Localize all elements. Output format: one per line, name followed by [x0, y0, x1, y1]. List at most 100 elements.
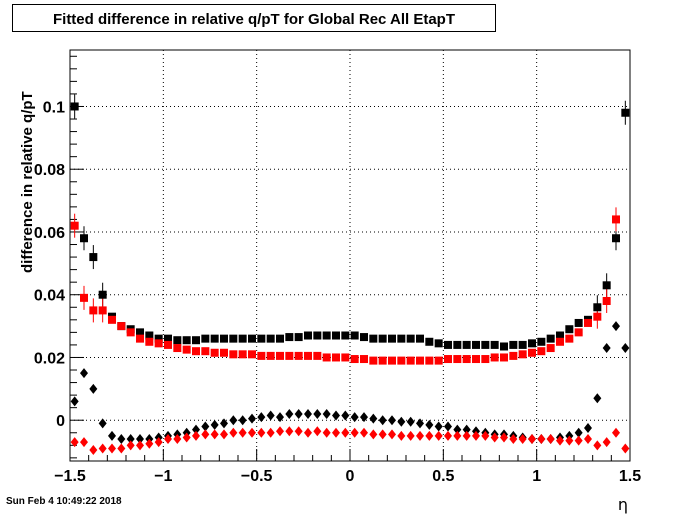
data-point-diamond	[266, 410, 275, 421]
data-point-square	[98, 290, 107, 299]
plot-frame	[69, 49, 631, 462]
data-point-square	[509, 340, 518, 349]
data-point-diamond	[145, 438, 154, 449]
data-point-diamond	[602, 343, 611, 354]
y-tick-label: 0.02	[34, 350, 65, 367]
timestamp: Sun Feb 4 10:49:22 2018	[6, 496, 122, 507]
data-point-diamond	[490, 432, 499, 443]
data-point-diamond	[332, 410, 340, 421]
data-point-diamond	[425, 419, 434, 430]
data-point-square	[565, 334, 574, 343]
data-point-square	[612, 215, 620, 224]
data-point-square	[98, 306, 107, 315]
data-point-square	[369, 356, 378, 365]
data-point-square	[136, 328, 144, 337]
data-point-square	[182, 336, 191, 345]
data-point-square	[248, 350, 256, 359]
data-point-diamond	[509, 434, 518, 445]
data-point-diamond	[397, 416, 406, 427]
data-point-square	[70, 102, 79, 111]
x-axis-label: η	[618, 495, 628, 514]
data-point-diamond	[294, 426, 303, 437]
data-point-diamond	[528, 434, 536, 445]
data-point-square	[154, 334, 163, 343]
data-point-diamond	[416, 418, 424, 429]
y-axis-label: difference in relative q/pT	[19, 91, 36, 273]
data-point-diamond	[584, 434, 592, 445]
data-point-diamond	[266, 427, 275, 438]
x-tick-label: −1	[154, 468, 172, 485]
data-point-square	[266, 334, 275, 343]
data-point-square	[89, 306, 98, 315]
data-point-square	[210, 348, 219, 357]
data-point-square	[425, 337, 434, 346]
data-point-square	[136, 334, 144, 343]
data-point-square	[490, 353, 499, 362]
data-point-square	[266, 351, 275, 360]
data-point-square	[220, 348, 228, 357]
data-point-diamond	[313, 426, 322, 437]
data-point-square	[220, 334, 228, 343]
x-tick-label: −0.5	[241, 468, 273, 485]
data-point-square	[509, 351, 518, 360]
data-point-square	[537, 347, 546, 356]
data-point-diamond	[117, 434, 126, 445]
x-tick-label: −1.5	[54, 468, 86, 485]
data-point-square	[518, 340, 527, 349]
data-point-diamond	[453, 424, 462, 435]
data-point-diamond	[444, 430, 452, 441]
data-point-diamond	[89, 445, 98, 456]
data-point-diamond	[472, 430, 480, 441]
data-point-diamond	[108, 443, 116, 454]
data-point-square	[472, 340, 480, 349]
data-point-square	[556, 331, 564, 340]
chart-title: Fitted difference in relative q/pT for G…	[52, 11, 455, 28]
data-point-square	[593, 312, 602, 321]
data-point-square	[490, 340, 499, 349]
data-point-diamond	[481, 430, 490, 441]
data-point-square	[201, 347, 210, 356]
data-point-diamond	[453, 430, 462, 441]
data-point-diamond	[70, 396, 79, 407]
data-point-square	[332, 353, 340, 362]
data-point-square	[416, 334, 424, 343]
data-point-square	[285, 351, 294, 360]
data-point-diamond	[70, 437, 79, 448]
data-point-square	[593, 303, 602, 312]
data-point-diamond	[574, 427, 583, 438]
data-point-diamond	[182, 432, 191, 443]
data-point-diamond	[322, 427, 331, 438]
data-point-square	[360, 333, 368, 342]
data-point-square	[313, 351, 322, 360]
data-point-diamond	[173, 434, 182, 445]
data-point-diamond	[584, 423, 592, 434]
data-point-diamond	[276, 412, 284, 423]
data-point-diamond	[313, 408, 322, 419]
data-point-square	[584, 318, 592, 327]
data-point-square	[192, 336, 200, 345]
data-point-diamond	[574, 435, 583, 446]
data-point-square	[528, 339, 536, 348]
data-point-square	[182, 345, 191, 354]
data-point-square	[500, 342, 508, 351]
data-point-diamond	[537, 434, 546, 445]
data-point-diamond	[322, 408, 331, 419]
y-tick-label: 0.06	[34, 225, 65, 242]
data-point-square	[294, 351, 303, 360]
data-point-diamond	[304, 408, 312, 419]
data-point-diamond	[602, 437, 611, 448]
data-point-square	[397, 356, 406, 365]
data-point-diamond	[229, 427, 238, 438]
data-point-square	[518, 350, 527, 359]
data-point-diamond	[612, 427, 620, 438]
y-tick-label: 0.08	[34, 162, 65, 179]
data-point-square	[192, 347, 200, 356]
error-bars	[74, 94, 626, 329]
x-axis-ticks: −1.5 −1 −0.5 0 0.5 1 1.5	[54, 449, 641, 485]
y-tick-label: 0.1	[43, 99, 65, 116]
data-point-diamond	[201, 421, 210, 432]
data-point-square	[108, 315, 116, 324]
data-point-square	[388, 356, 396, 365]
data-point-square	[257, 334, 266, 343]
